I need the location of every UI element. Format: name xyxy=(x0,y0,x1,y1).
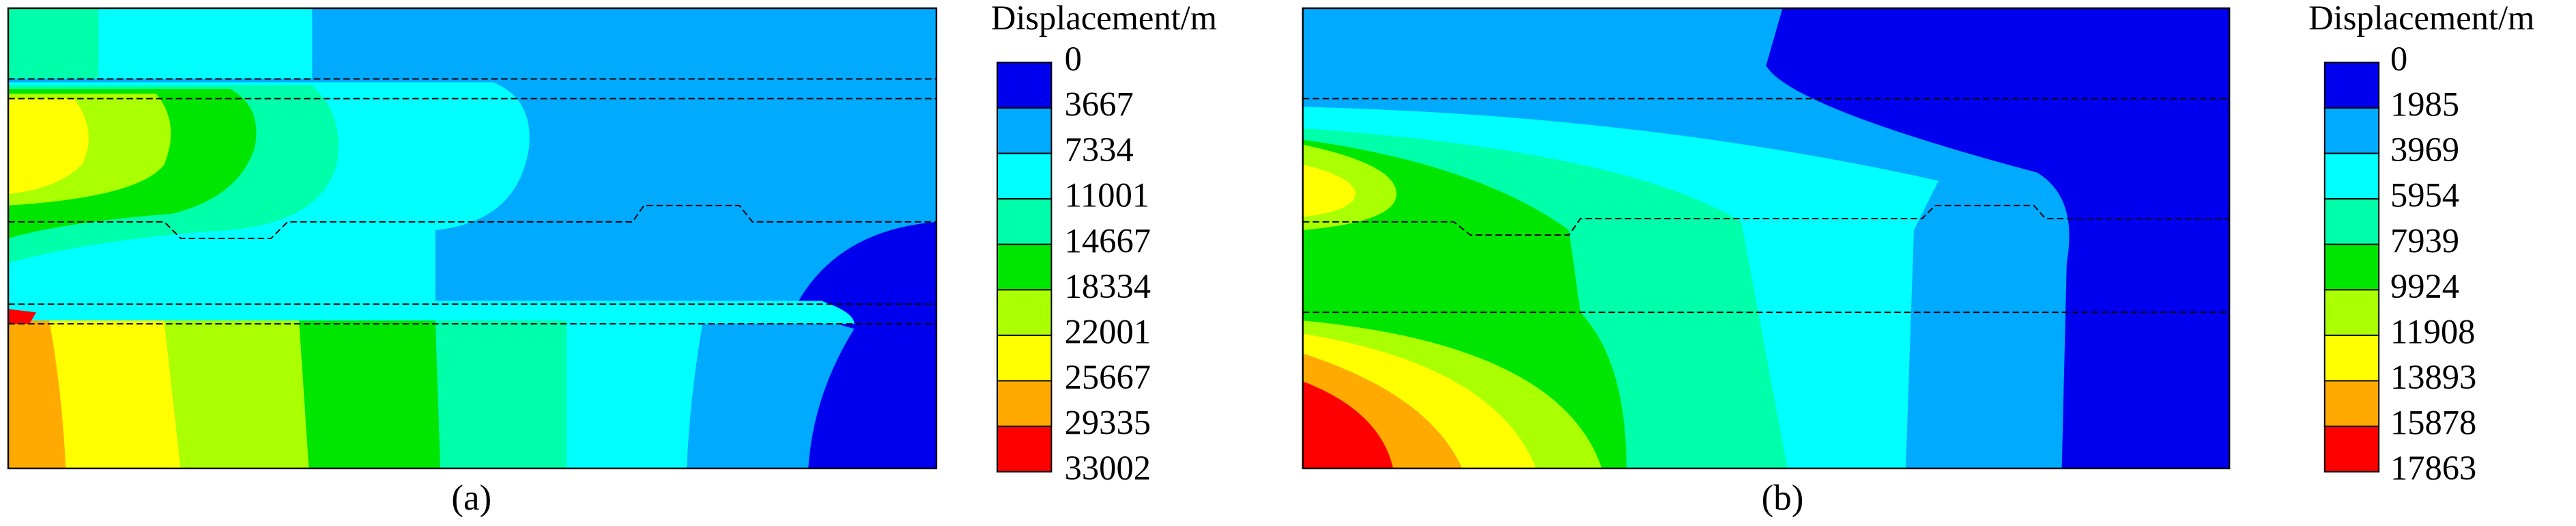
legend-label: 17863 xyxy=(2390,449,2476,487)
legend-label: 3667 xyxy=(1065,85,1134,124)
legend-swatch xyxy=(997,107,1053,154)
legend-swatch xyxy=(997,198,1053,245)
legend-label: 13893 xyxy=(2390,358,2476,396)
legend-label: 9924 xyxy=(2390,267,2459,305)
legend-title: Displacement/m xyxy=(2308,0,2534,37)
legend-label: 15878 xyxy=(2390,404,2476,442)
legend-label: 7939 xyxy=(2390,221,2459,260)
legend-label: 3969 xyxy=(2390,130,2459,169)
legend-label: 0 xyxy=(2390,40,2407,78)
legend-label: 0 xyxy=(1065,40,1082,78)
legend-label: 25667 xyxy=(1065,358,1151,396)
legend-label: 22001 xyxy=(1065,312,1151,350)
legend-label: 7334 xyxy=(1065,130,1134,169)
legend-swatch xyxy=(2323,107,2380,154)
legend-label: 1985 xyxy=(2390,85,2459,124)
contour-plot-b xyxy=(1302,8,2230,469)
legend-swatch xyxy=(2323,152,2380,200)
legend-swatch xyxy=(2323,334,2380,382)
legend-swatch xyxy=(2323,198,2380,245)
legend-swatch xyxy=(997,289,1053,336)
panel-caption: (a) xyxy=(451,478,491,518)
legend-swatch xyxy=(997,61,1053,109)
legend-label: 11001 xyxy=(1065,176,1149,214)
plot-frame xyxy=(7,7,938,469)
panel-caption: (b) xyxy=(1762,478,1804,518)
legend-swatch xyxy=(2323,426,2380,473)
contour-plot-a xyxy=(8,8,936,469)
legend-swatch xyxy=(2323,61,2380,109)
legend-title: Displacement/m xyxy=(991,0,1217,37)
legend-label: 29335 xyxy=(1065,404,1151,442)
legend-label: 33002 xyxy=(1065,449,1151,487)
legend-label: 11908 xyxy=(2390,312,2475,350)
legend-swatch xyxy=(997,152,1053,200)
legend-swatch xyxy=(997,334,1053,382)
legend-label: 14667 xyxy=(1065,221,1151,260)
legend-swatch xyxy=(2323,243,2380,291)
legend-label: 18334 xyxy=(1065,267,1151,305)
legend-swatch xyxy=(997,380,1053,427)
legend-swatch xyxy=(997,243,1053,291)
legend-swatch xyxy=(2323,289,2380,336)
legend-swatch xyxy=(997,426,1053,473)
plot-frame xyxy=(1302,7,2231,469)
legend-label: 5954 xyxy=(2390,176,2459,214)
legend-swatch xyxy=(2323,380,2380,427)
